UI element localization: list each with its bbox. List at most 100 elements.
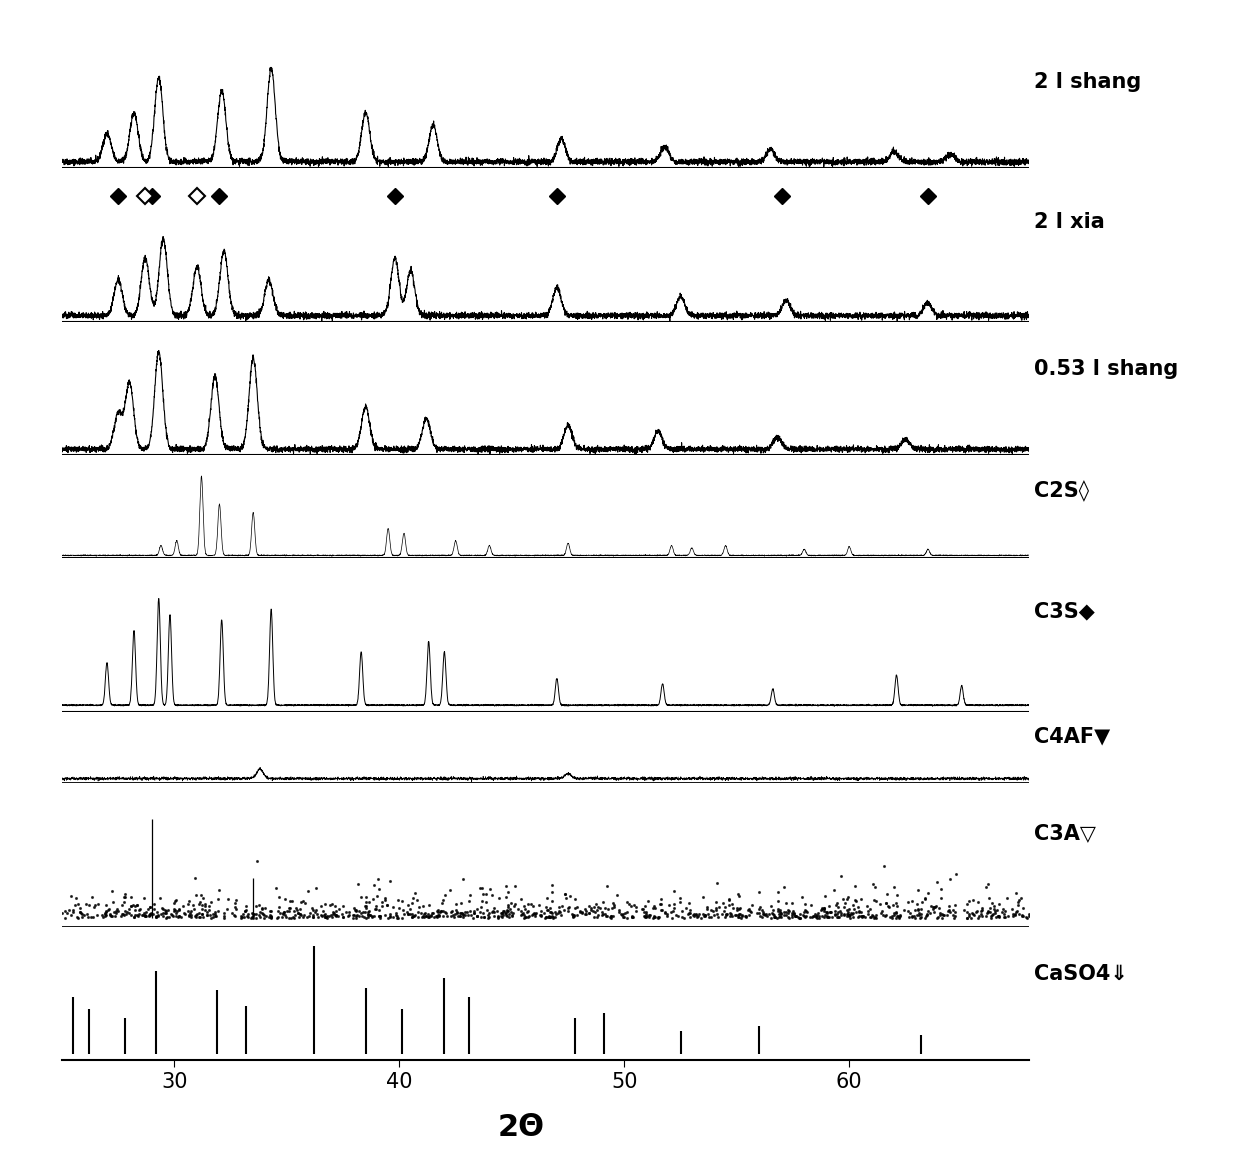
Point: [867, 905, 887, 924]
Point: [413, 908, 433, 926]
Point: [305, 903, 325, 922]
Point: [141, 904, 161, 923]
Point: [197, 906, 217, 925]
Point: [570, 902, 590, 920]
Point: [593, 905, 613, 924]
Point: [551, 905, 570, 924]
Point: [985, 902, 1004, 920]
Point: [443, 902, 463, 920]
Point: [908, 906, 928, 925]
Point: [728, 884, 748, 903]
Point: [1009, 904, 1029, 923]
Point: [998, 906, 1018, 925]
Point: [915, 889, 935, 908]
Point: [776, 894, 796, 912]
Point: [418, 904, 438, 923]
Point: [286, 898, 306, 917]
Point: [175, 904, 195, 923]
Point: [505, 876, 525, 895]
Point: [95, 895, 115, 913]
Point: [343, 905, 363, 924]
Point: [136, 903, 156, 922]
Point: [311, 897, 331, 916]
Point: [254, 909, 274, 927]
Point: [873, 906, 893, 925]
Point: [614, 905, 634, 924]
Point: [215, 904, 234, 923]
Point: [663, 902, 683, 920]
Point: [825, 902, 844, 920]
Point: [678, 905, 698, 924]
Point: [475, 908, 495, 926]
Point: [346, 901, 366, 919]
Point: [689, 905, 709, 924]
Point: [76, 895, 95, 913]
Point: [227, 891, 247, 910]
Point: [370, 906, 389, 925]
Point: [640, 908, 660, 926]
Point: [513, 909, 533, 927]
Point: [538, 901, 558, 919]
Point: [345, 906, 365, 925]
Point: [931, 889, 951, 908]
Point: [838, 904, 858, 923]
Point: [774, 906, 794, 925]
Point: [100, 904, 120, 923]
Point: [122, 905, 141, 924]
Point: [719, 891, 739, 910]
Point: [549, 902, 569, 920]
Point: [816, 903, 836, 922]
Point: [558, 902, 578, 920]
Point: [779, 904, 799, 923]
Point: [430, 902, 450, 920]
Point: [849, 902, 869, 920]
Point: [769, 908, 789, 926]
Point: [837, 904, 857, 923]
Point: [565, 898, 585, 917]
Point: [976, 906, 996, 925]
Point: [864, 909, 884, 927]
Point: [322, 895, 342, 913]
Point: [513, 897, 533, 916]
Point: [898, 902, 918, 920]
Point: [797, 903, 817, 922]
Point: [621, 897, 641, 916]
Text: C3A▽: C3A▽: [1034, 824, 1096, 843]
Point: [74, 906, 94, 925]
Point: [353, 903, 373, 922]
Point: [812, 906, 832, 925]
Point: [291, 892, 311, 911]
Point: [170, 906, 190, 925]
Point: [704, 905, 724, 924]
Point: [575, 904, 595, 923]
Point: [911, 908, 931, 926]
Point: [280, 909, 300, 927]
Point: [356, 899, 376, 918]
Point: [290, 905, 310, 924]
Point: [650, 895, 670, 913]
Point: [207, 889, 227, 908]
Point: [455, 905, 475, 924]
Point: [879, 897, 899, 916]
Point: [694, 905, 714, 924]
Point: [813, 902, 833, 920]
Point: [584, 898, 604, 917]
Point: [120, 897, 140, 916]
Point: [1016, 908, 1035, 926]
Point: [575, 899, 595, 918]
Point: [492, 904, 512, 923]
Point: [997, 889, 1017, 908]
Point: [785, 908, 805, 926]
Text: C2S◊: C2S◊: [1034, 480, 1089, 502]
Point: [663, 882, 683, 901]
Point: [325, 904, 345, 923]
Point: [795, 906, 815, 925]
Point: [684, 905, 704, 924]
Point: [491, 904, 511, 923]
Point: [546, 903, 565, 922]
Point: [460, 902, 480, 920]
Point: [63, 901, 83, 919]
Point: [174, 896, 193, 915]
Point: [657, 906, 677, 925]
Point: [489, 908, 508, 926]
